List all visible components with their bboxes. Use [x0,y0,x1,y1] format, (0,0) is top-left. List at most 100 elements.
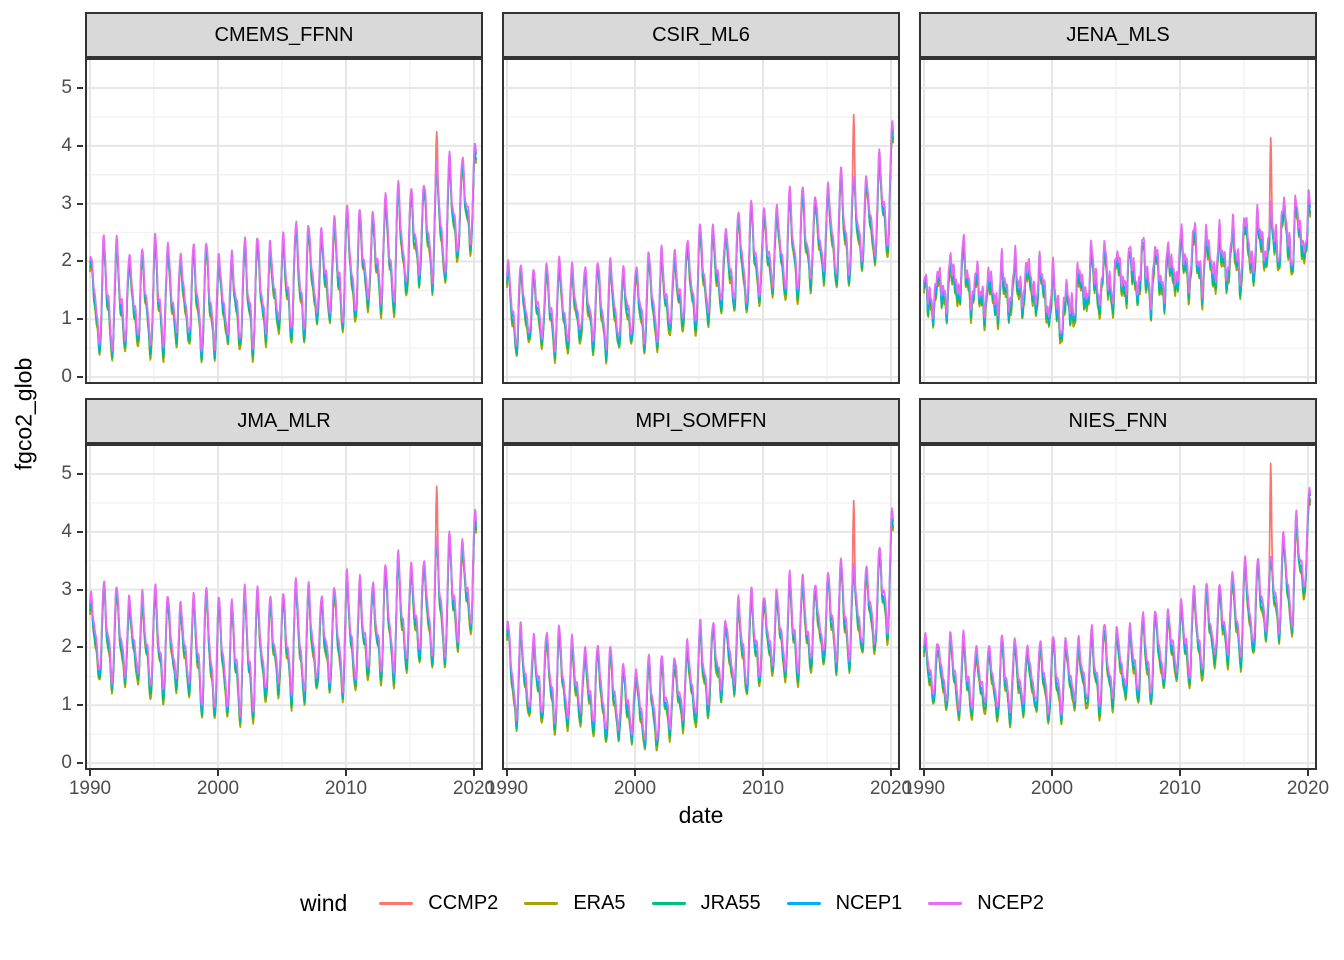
y-tick-mark [77,646,83,649]
y-tick-mark [77,260,83,263]
legend-item: NCEP2 [928,892,1044,915]
facet-title: MPI_SOMFFN [635,409,767,432]
y-tick-mark [77,530,83,533]
x-tick-mark [890,770,892,776]
x-tick-mark [1051,770,1053,776]
y-tick-mark [77,473,83,476]
y-tick-label: 4 [61,134,72,156]
facet-panel [919,58,1317,384]
facet-strip: MPI_SOMFFN [502,398,900,444]
facet-strip: CMEMS_FFNN [85,12,483,58]
series-line-ncep2 [89,142,477,353]
x-tick-mark [634,770,636,776]
panel-border [85,444,483,770]
x-tick-label: 2010 [324,778,368,799]
x-tick-mark [217,770,219,776]
facet-title: JMA_MLR [237,409,331,432]
panel-border [919,58,1317,384]
legend-title: wind [299,890,348,916]
y-tick-mark [77,87,83,90]
series-line-ncep2 [923,486,1311,716]
y-axis-top-row: 0 1 2 3 4 5 [0,58,85,387]
panel-border [502,58,900,384]
y-tick-mark [77,202,83,205]
panel-border [919,444,1317,770]
x-axis-col-2: 1990 2000 2010 2020 [486,770,912,804]
y-tick-label: 1 [61,694,72,716]
facet-title: CSIR_ML6 [652,23,750,46]
y-tick-label: 3 [61,192,72,214]
panel-border [502,444,900,770]
x-tick-mark [89,770,91,776]
x-tick-label: 2000 [613,778,657,799]
x-tick-mark [345,770,347,776]
x-tick-label: 1990 [68,778,112,799]
series-line-ncep2 [506,120,894,353]
y-tick-label: 0 [61,752,72,774]
y-tick-mark [77,588,83,591]
facet-title: NIES_FNN [1068,409,1168,432]
legend-item: CCMP2 [379,892,498,915]
x-tick-mark [923,770,925,776]
facet-strip: JENA_MLS [919,12,1317,58]
x-tick-label: 2000 [1030,778,1074,799]
legend-key-line [524,902,559,905]
facet-strip: CSIR_ML6 [502,12,900,58]
facet-panel [502,444,900,770]
facet-strip: JMA_MLR [85,398,483,444]
x-tick-label: 2000 [196,778,240,799]
x-tick-label: 2010 [1158,778,1202,799]
legend-label: CCMP2 [428,892,499,914]
x-axis-title: date [678,802,724,828]
x-tick-mark [506,770,508,776]
y-axis-title: fgco2_glob [10,357,37,471]
x-tick-label: 2010 [741,778,785,799]
facet-panel [919,444,1317,770]
x-tick-label: 1990 [485,778,529,799]
facet-panel [502,58,900,384]
facet-plot-area [85,444,483,770]
y-tick-label: 1 [61,308,72,330]
y-tick-label: 2 [61,636,72,658]
legend-key-line [928,902,963,905]
series-line-ncep2 [506,507,894,741]
legend-label: NCEP1 [835,892,903,914]
legend-item: NCEP1 [786,892,903,915]
panel-border [85,58,483,384]
facet-title: JENA_MLS [1066,23,1170,46]
legend-label: ERA5 [573,892,626,914]
y-tick-label: 2 [61,250,72,272]
x-axis-col-1: 1990 2000 2010 2020 [69,770,495,804]
legend-label: NCEP2 [977,892,1044,914]
y-tick-mark [77,704,83,707]
facet-panel [85,444,483,770]
facet-plot-area [502,58,900,384]
x-tick-label: 2020 [1286,778,1330,799]
legend-item: JRA55 [651,892,761,915]
y-tick-label: 4 [61,520,72,542]
facet-strip: NIES_FNN [919,398,1317,444]
x-tick-mark [473,770,475,776]
x-tick-label: 2020 [452,778,496,799]
facet-title: CMEMS_FFNN [214,23,354,46]
legend-key-line [786,902,821,905]
y-axis-bottom-row: 0 1 2 3 4 5 [0,444,85,773]
series-line-ncep2 [923,188,1311,334]
y-tick-mark [77,318,83,321]
x-tick-mark [1307,770,1309,776]
x-tick-label: 1990 [902,778,946,799]
y-tick-mark [77,376,83,379]
x-tick-label: 2020 [869,778,913,799]
facet-plot-area [919,444,1317,770]
series-line-ncep2 [89,508,477,718]
x-tick-mark [1179,770,1181,776]
facet-panel [85,58,483,384]
y-tick-label: 5 [61,77,72,99]
x-tick-mark [762,770,764,776]
facet-plot-area [919,58,1317,384]
legend-label: JRA55 [700,892,761,914]
legend-item: ERA5 [524,892,626,915]
facet-plot-area [85,58,483,384]
facet-plot-area [502,444,900,770]
